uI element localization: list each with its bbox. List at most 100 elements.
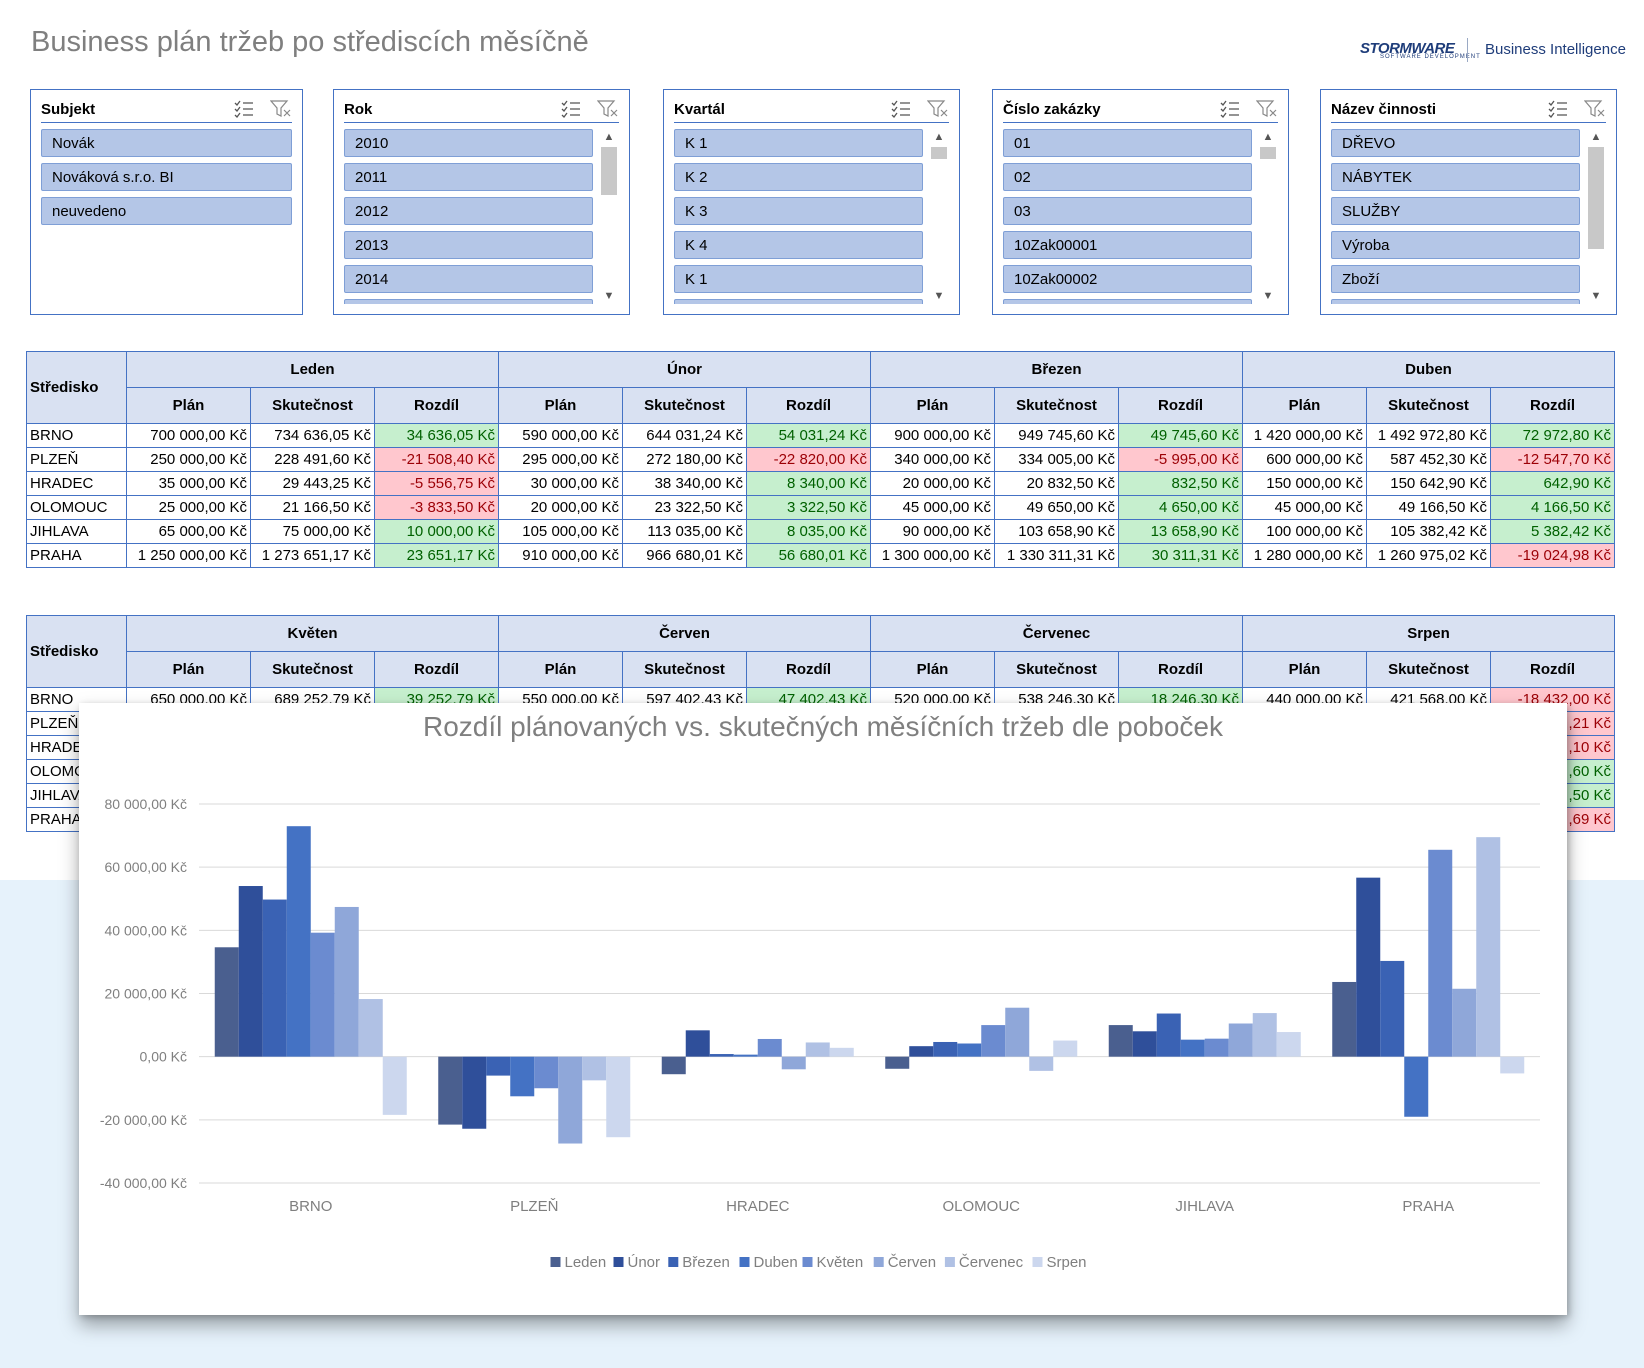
scroll-up-icon[interactable]: ▲ bbox=[1262, 131, 1274, 143]
value-cell[interactable]: 20 000,00 Kč bbox=[870, 471, 995, 496]
value-cell[interactable]: 45 000,00 Kč bbox=[1242, 495, 1367, 520]
diff-cell[interactable]: -3 833,50 Kč bbox=[374, 495, 499, 520]
clear-filter-icon[interactable] bbox=[269, 99, 292, 119]
slicer-0[interactable]: Subjekt Novák Nováková s.r.o. BI neuvedeno bbox=[30, 89, 303, 315]
value-header[interactable]: Plán bbox=[498, 387, 623, 424]
slicer-item[interactable]: SLUŽBY bbox=[1331, 197, 1580, 225]
value-cell[interactable]: 105 382,42 Kč bbox=[1366, 519, 1491, 544]
diff-cell[interactable]: 56 680,01 Kč bbox=[746, 543, 871, 568]
month-header[interactable]: Březen bbox=[870, 351, 1243, 388]
month-header[interactable]: Únor bbox=[498, 351, 871, 388]
value-cell[interactable]: 1 492 972,80 Kč bbox=[1366, 423, 1491, 448]
value-header[interactable]: Rozdíl bbox=[1118, 651, 1243, 688]
slicer-item[interactable]: 03 bbox=[1003, 197, 1252, 225]
value-header[interactable]: Skutečnost bbox=[250, 651, 375, 688]
value-header[interactable]: Plán bbox=[126, 651, 251, 688]
slicer-item[interactable] bbox=[1003, 299, 1252, 304]
scroll-down-icon[interactable]: ▼ bbox=[1262, 290, 1274, 302]
slicer-item[interactable]: Novák bbox=[41, 129, 292, 157]
slicer-item[interactable]: 2010 bbox=[344, 129, 593, 157]
diff-cell[interactable]: -12 547,70 Kč bbox=[1490, 447, 1615, 472]
scroll-down-icon[interactable]: ▼ bbox=[1590, 290, 1602, 302]
row-label[interactable]: HRADEC bbox=[26, 735, 127, 760]
value-cell[interactable]: 734 636,05 Kč bbox=[250, 423, 375, 448]
scroll-thumb[interactable] bbox=[601, 147, 617, 195]
chart-panel[interactable]: Rozdíl plánovaných vs. skutečných měsíčn… bbox=[79, 703, 1567, 1315]
value-header[interactable]: Skutečnost bbox=[994, 651, 1119, 688]
value-cell[interactable]: 49 166,50 Kč bbox=[1366, 495, 1491, 520]
scroll-up-icon[interactable]: ▲ bbox=[1590, 131, 1602, 143]
slicer-3[interactable]: Číslo zakázky 01 02 03 10Zak00001 10Zak00002 ▲… bbox=[992, 89, 1289, 315]
multi-select-icon[interactable] bbox=[1220, 99, 1240, 119]
value-cell[interactable]: 113 035,00 Kč bbox=[622, 519, 747, 544]
value-cell[interactable]: 1 300 000,00 Kč bbox=[870, 543, 995, 568]
value-cell[interactable]: 966 680,01 Kč bbox=[622, 543, 747, 568]
slicer-scrollbar[interactable]: ▲ ▼ bbox=[1258, 129, 1278, 304]
value-header[interactable]: Rozdíl bbox=[746, 651, 871, 688]
slicer-item[interactable]: 2013 bbox=[344, 231, 593, 259]
diff-cell[interactable]: -5 995,00 Kč bbox=[1118, 447, 1243, 472]
slicer-item[interactable] bbox=[674, 299, 923, 304]
value-header[interactable]: Rozdíl bbox=[1490, 651, 1615, 688]
clear-filter-icon[interactable] bbox=[926, 99, 949, 119]
value-cell[interactable]: 334 005,00 Kč bbox=[994, 447, 1119, 472]
value-header[interactable]: Plán bbox=[498, 651, 623, 688]
value-cell[interactable]: 228 491,60 Kč bbox=[250, 447, 375, 472]
multi-select-icon[interactable] bbox=[234, 99, 254, 119]
scroll-thumb[interactable] bbox=[931, 147, 947, 159]
scroll-down-icon[interactable]: ▼ bbox=[603, 290, 615, 302]
row-label[interactable]: PRAHA bbox=[26, 543, 127, 568]
slicer-item[interactable]: K 1 bbox=[674, 265, 923, 293]
value-header[interactable]: Skutečnost bbox=[622, 387, 747, 424]
row-label[interactable]: JIHLAVA bbox=[26, 519, 127, 544]
diff-cell[interactable]: 832,50 Kč bbox=[1118, 471, 1243, 496]
value-cell[interactable]: 1 273 651,17 Kč bbox=[250, 543, 375, 568]
value-cell[interactable]: 910 000,00 Kč bbox=[498, 543, 623, 568]
diff-cell[interactable]: 23 651,17 Kč bbox=[374, 543, 499, 568]
slicer-item[interactable]: Výroba bbox=[1331, 231, 1580, 259]
value-cell[interactable]: 1 260 975,02 Kč bbox=[1366, 543, 1491, 568]
value-cell[interactable]: 587 452,30 Kč bbox=[1366, 447, 1491, 472]
row-header-stredisko[interactable]: Středisko bbox=[26, 351, 127, 424]
multi-select-icon[interactable] bbox=[891, 99, 911, 119]
value-header[interactable]: Rozdíl bbox=[1118, 387, 1243, 424]
slicer-item[interactable]: 01 bbox=[1003, 129, 1252, 157]
value-cell[interactable]: 1 330 311,31 Kč bbox=[994, 543, 1119, 568]
slicer-item[interactable]: NÁBYTEK bbox=[1331, 163, 1580, 191]
multi-select-icon[interactable] bbox=[561, 99, 581, 119]
slicer-item[interactable]: 10Zak00002 bbox=[1003, 265, 1252, 293]
diff-cell[interactable]: 10 000,00 Kč bbox=[374, 519, 499, 544]
slicer-item[interactable]: neuvedeno bbox=[41, 197, 292, 225]
diff-cell[interactable]: 3 322,50 Kč bbox=[746, 495, 871, 520]
row-header-stredisko[interactable]: Středisko bbox=[26, 615, 127, 688]
clear-filter-icon[interactable] bbox=[1255, 99, 1278, 119]
diff-cell[interactable]: 54 031,24 Kč bbox=[746, 423, 871, 448]
scroll-down-icon[interactable]: ▼ bbox=[933, 290, 945, 302]
value-header[interactable]: Skutečnost bbox=[994, 387, 1119, 424]
diff-cell[interactable]: -19 024,98 Kč bbox=[1490, 543, 1615, 568]
month-header[interactable]: Srpen bbox=[1242, 615, 1615, 652]
slicer-scrollbar[interactable]: ▲ ▼ bbox=[1586, 129, 1606, 304]
value-header[interactable]: Skutečnost bbox=[622, 651, 747, 688]
diff-cell[interactable]: 642,90 Kč bbox=[1490, 471, 1615, 496]
row-label[interactable]: BRNO bbox=[26, 423, 127, 448]
slicer-item[interactable]: K 4 bbox=[674, 231, 923, 259]
value-cell[interactable]: 35 000,00 Kč bbox=[126, 471, 251, 496]
value-header[interactable]: Rozdíl bbox=[746, 387, 871, 424]
clear-filter-icon[interactable] bbox=[1583, 99, 1606, 119]
value-cell[interactable]: 340 000,00 Kč bbox=[870, 447, 995, 472]
month-header[interactable]: Květen bbox=[126, 615, 499, 652]
slicer-item[interactable]: 2014 bbox=[344, 265, 593, 293]
value-cell[interactable]: 75 000,00 Kč bbox=[250, 519, 375, 544]
slicer-item[interactable] bbox=[344, 299, 593, 304]
diff-cell[interactable]: 8 340,00 Kč bbox=[746, 471, 871, 496]
value-cell[interactable]: 23 322,50 Kč bbox=[622, 495, 747, 520]
diff-cell[interactable]: 5 382,42 Kč bbox=[1490, 519, 1615, 544]
slicer-1[interactable]: Rok 2010 2011 2012 2013 2014 ▲ ▼ bbox=[333, 89, 630, 315]
slicer-item[interactable]: K 2 bbox=[674, 163, 923, 191]
value-header[interactable]: Rozdíl bbox=[374, 651, 499, 688]
diff-cell[interactable]: 4 650,00 Kč bbox=[1118, 495, 1243, 520]
value-cell[interactable]: 150 000,00 Kč bbox=[1242, 471, 1367, 496]
value-cell[interactable]: 590 000,00 Kč bbox=[498, 423, 623, 448]
slicer-item[interactable]: 02 bbox=[1003, 163, 1252, 191]
